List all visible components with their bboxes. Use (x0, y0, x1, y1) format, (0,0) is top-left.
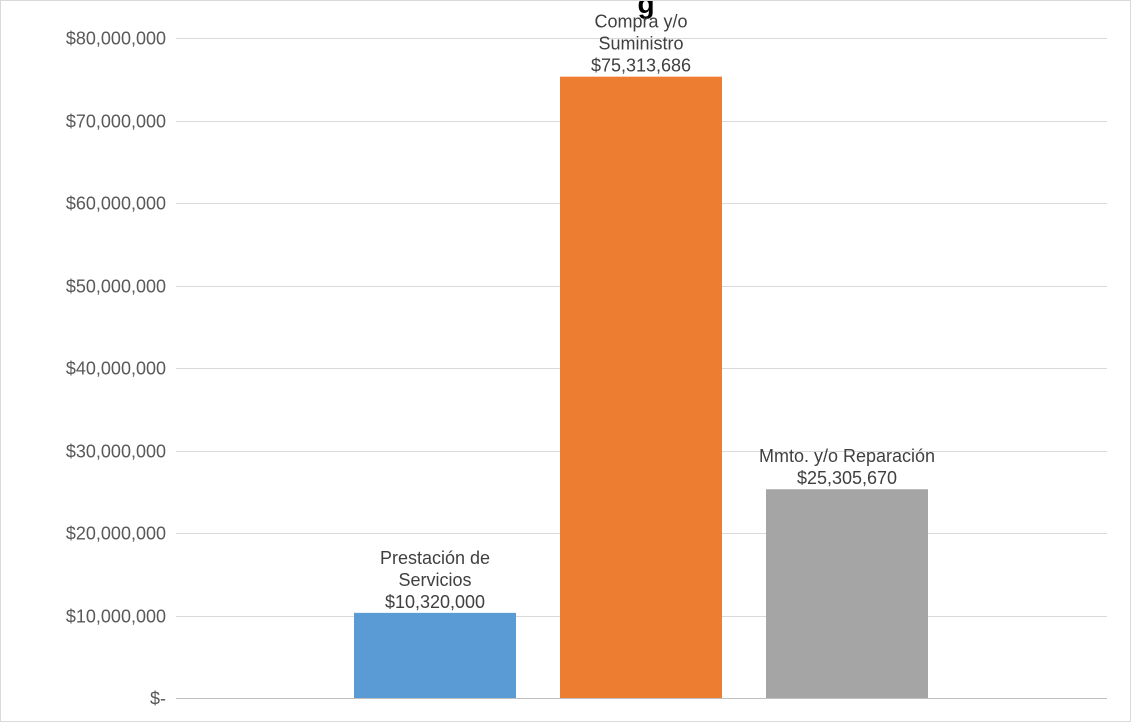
y-axis-ticks: $- $10,000,000 $20,000,000 $30,000,000 $40,0… (66, 29, 166, 709)
data-label-value: $25,305,670 (797, 468, 897, 488)
data-label-category: Servicios (398, 570, 471, 590)
y-tick-label: $60,000,000 (66, 194, 166, 214)
bars (354, 76, 928, 698)
bar (766, 489, 928, 698)
y-tick-label: $70,000,000 (66, 112, 166, 132)
y-tick-label: $10,000,000 (66, 607, 166, 627)
y-tick-label: $30,000,000 (66, 442, 166, 462)
data-label-category: Suministro (598, 34, 683, 54)
y-tick-label: $20,000,000 (66, 524, 166, 544)
data-label-value: $10,320,000 (385, 592, 485, 612)
y-tick-label: $- (150, 689, 166, 709)
y-tick-label: $50,000,000 (66, 277, 166, 297)
data-label-category: Mmto. y/o Reparación (759, 446, 935, 466)
bar (354, 612, 516, 698)
bar (560, 76, 722, 698)
data-label-category: Compra y/o (594, 12, 687, 32)
data-label-category: Prestación de (380, 548, 490, 568)
data-label-value: $75,313,686 (591, 56, 691, 76)
chart-title: g (637, 1, 654, 19)
y-tick-label: $80,000,000 (66, 29, 166, 49)
y-tick-label: $40,000,000 (66, 359, 166, 379)
